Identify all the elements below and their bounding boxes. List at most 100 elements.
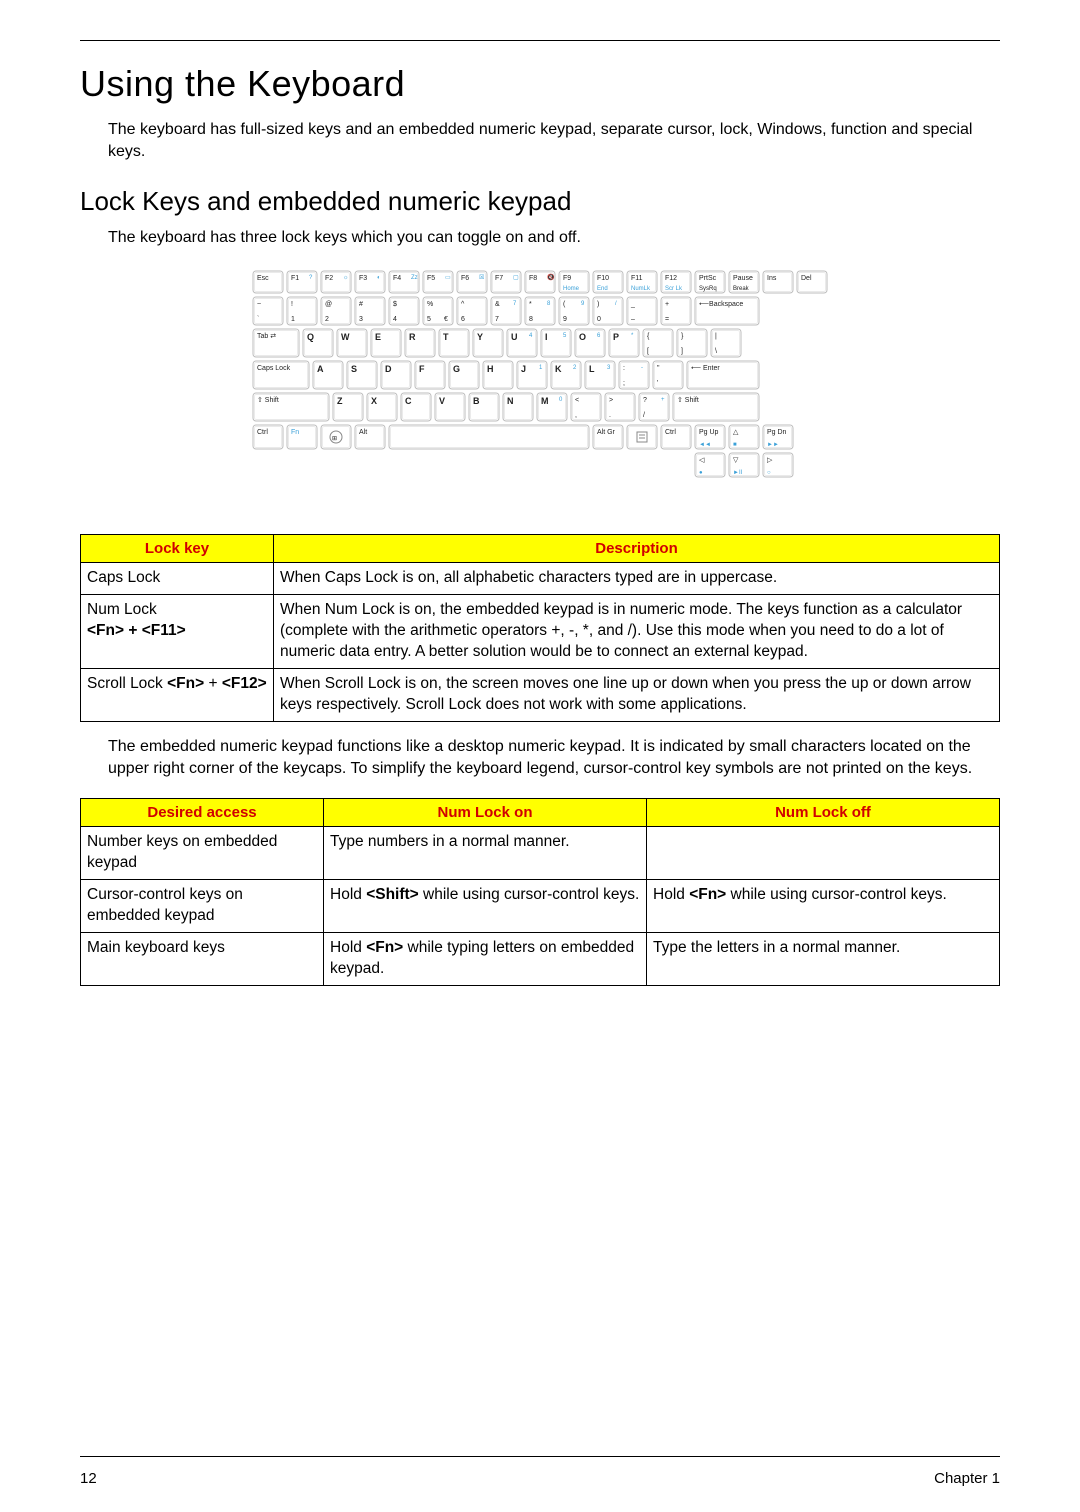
svg-text:▷: ▷ bbox=[767, 457, 773, 464]
svg-text:<: < bbox=[575, 397, 579, 404]
svg-text:⊞: ⊞ bbox=[332, 436, 337, 442]
lock-keys-table: Lock keyDescriptionCaps LockWhen Caps Lo… bbox=[80, 534, 1000, 722]
svg-text:': ' bbox=[657, 380, 658, 387]
svg-text:Q: Q bbox=[307, 332, 314, 342]
svg-text:9: 9 bbox=[563, 316, 567, 323]
svg-text:Home: Home bbox=[563, 286, 580, 292]
svg-text:Pg Up: Pg Up bbox=[699, 429, 719, 436]
table-cell: Type the letters in a normal manner. bbox=[647, 933, 1000, 986]
svg-text:Zz: Zz bbox=[411, 275, 418, 281]
svg-text:K: K bbox=[555, 364, 562, 374]
svg-text:⟵Backspace: ⟵Backspace bbox=[699, 301, 743, 308]
svg-text:+: + bbox=[665, 301, 669, 308]
svg-text:O: O bbox=[579, 332, 586, 342]
table-cell: Caps Lock bbox=[81, 563, 274, 595]
table-cell: Number keys on embedded keypad bbox=[81, 827, 324, 880]
svg-text:F7: F7 bbox=[495, 275, 503, 282]
intro-paragraph: The keyboard has full-sized keys and an … bbox=[80, 119, 1000, 164]
svg-text:0: 0 bbox=[597, 316, 601, 323]
svg-text:►►: ►► bbox=[767, 442, 779, 448]
svg-text:F: F bbox=[419, 364, 425, 374]
svg-text:F4: F4 bbox=[393, 275, 401, 282]
svg-text:6: 6 bbox=[461, 316, 465, 323]
svg-text:D: D bbox=[385, 364, 392, 374]
svg-text:8: 8 bbox=[529, 316, 533, 323]
table-cell: When Scroll Lock is on, the screen moves… bbox=[274, 668, 1000, 721]
svg-text:E: E bbox=[375, 332, 381, 342]
svg-text:☼: ☼ bbox=[343, 275, 349, 281]
svg-text:End: End bbox=[597, 286, 608, 292]
svg-text:W: W bbox=[341, 332, 350, 342]
svg-text:B: B bbox=[473, 396, 480, 406]
table-header: Desired access bbox=[81, 799, 324, 827]
keyboard-illustration: EscF1?F2☼F3◐F4ZzF5▭F6☒F7▢F8🔇F9HomeF10End… bbox=[250, 269, 830, 479]
svg-text:►II: ►II bbox=[733, 470, 743, 476]
svg-text:Pg Dn: Pg Dn bbox=[767, 429, 787, 436]
svg-text:V: V bbox=[439, 396, 445, 406]
svg-text:#: # bbox=[359, 301, 363, 308]
svg-text:%: % bbox=[427, 301, 433, 308]
svg-text:Ctrl: Ctrl bbox=[257, 429, 268, 436]
svg-text:△: △ bbox=[733, 429, 739, 436]
page-title: Using the Keyboard bbox=[80, 63, 1000, 105]
svg-text:◁: ◁ bbox=[699, 457, 705, 464]
svg-text:&: & bbox=[495, 301, 500, 308]
svg-text:Pause: Pause bbox=[733, 275, 753, 282]
table-cell: Scroll Lock <Fn> + <F12> bbox=[81, 668, 274, 721]
svg-text:F9: F9 bbox=[563, 275, 571, 282]
svg-text:F10: F10 bbox=[597, 275, 609, 282]
svg-text:Alt: Alt bbox=[359, 429, 367, 436]
svg-text:⇧ Shift: ⇧ Shift bbox=[677, 396, 699, 404]
svg-text:$: $ bbox=[393, 301, 397, 308]
table-cell: Hold <Fn> while typing letters on embedd… bbox=[324, 933, 647, 986]
svg-text:L: L bbox=[589, 364, 595, 374]
table-row: Number keys on embedded keypadType numbe… bbox=[81, 827, 1000, 880]
svg-text:▢: ▢ bbox=[513, 275, 519, 281]
svg-text:7: 7 bbox=[495, 316, 499, 323]
svg-text:~: ~ bbox=[257, 301, 261, 308]
table-cell: When Caps Lock is on, all alphabetic cha… bbox=[274, 563, 1000, 595]
svg-text:2: 2 bbox=[325, 316, 329, 323]
svg-text:1: 1 bbox=[291, 316, 295, 323]
svg-text:■: ■ bbox=[733, 442, 737, 448]
svg-text:@: @ bbox=[325, 301, 332, 308]
table-cell: Num Lock<Fn> + <F11> bbox=[81, 595, 274, 669]
svg-text:?: ? bbox=[643, 397, 647, 404]
svg-text:]: ] bbox=[681, 348, 683, 355]
svg-text:☒: ☒ bbox=[479, 274, 484, 281]
chapter-label: Chapter 1 bbox=[934, 1470, 1000, 1487]
svg-text:F2: F2 bbox=[325, 275, 333, 282]
svg-text:F3: F3 bbox=[359, 275, 367, 282]
svg-text:Tab ⇄: Tab ⇄ bbox=[257, 333, 276, 340]
svg-text:X: X bbox=[371, 396, 377, 406]
svg-text:○: ○ bbox=[767, 470, 771, 476]
header-rule bbox=[80, 40, 1000, 41]
numlock-table: Desired accessNum Lock onNum Lock offNum… bbox=[80, 798, 1000, 986]
table-header: Lock key bbox=[81, 535, 274, 563]
svg-text:,: , bbox=[575, 412, 577, 419]
svg-text:|: | bbox=[715, 333, 717, 340]
svg-text:3: 3 bbox=[359, 316, 363, 323]
table-cell: When Num Lock is on, the embedded keypad… bbox=[274, 595, 1000, 669]
svg-text:[: [ bbox=[647, 348, 649, 355]
table-cell: Main keyboard keys bbox=[81, 933, 324, 986]
svg-text:●: ● bbox=[699, 470, 703, 476]
svg-text:Scr Lk: Scr Lk bbox=[665, 286, 683, 292]
table-cell: Cursor-control keys on embedded keypad bbox=[81, 880, 324, 933]
svg-text:N: N bbox=[507, 396, 514, 406]
section-paragraph: The keyboard has three lock keys which y… bbox=[80, 227, 1000, 249]
svg-text::: : bbox=[623, 365, 625, 372]
table-cell: Hold <Shift> while using cursor-control … bbox=[324, 880, 647, 933]
svg-text:🔇: 🔇 bbox=[547, 273, 555, 281]
svg-text:`: ` bbox=[257, 316, 259, 323]
svg-text:Ctrl: Ctrl bbox=[665, 429, 676, 436]
svg-text:A: A bbox=[317, 364, 324, 374]
table-header: Num Lock off bbox=[647, 799, 1000, 827]
svg-text:F1: F1 bbox=[291, 275, 299, 282]
svg-text:◐: ◐ bbox=[377, 275, 381, 281]
svg-text:Esc: Esc bbox=[257, 275, 269, 282]
svg-text:-: - bbox=[641, 365, 643, 371]
table-header: Num Lock on bbox=[324, 799, 647, 827]
svg-text:S: S bbox=[351, 364, 357, 374]
svg-text:.: . bbox=[609, 412, 611, 419]
